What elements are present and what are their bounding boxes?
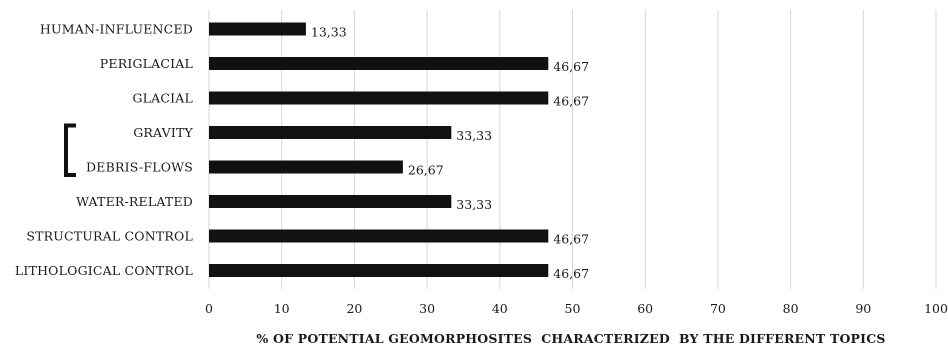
x-tick-label: 90	[855, 301, 871, 316]
value-label: 13,33	[311, 25, 347, 40]
value-label: 26,67	[408, 163, 444, 178]
value-label: 46,67	[553, 59, 589, 74]
category-label: GLACIAL	[132, 91, 193, 106]
bar-human-influenced	[209, 22, 306, 36]
x-axis-title: % OF POTENTIAL GEOMORPHOSITES CHARACTERI…	[256, 331, 885, 346]
category-label: PERIGLACIAL	[100, 56, 193, 71]
group-brackets	[64, 123, 76, 177]
x-tick-label: 20	[346, 301, 362, 316]
bar-periglacial	[209, 57, 549, 70]
x-tick-labels: 0 10 20 30 40 50 60 70 80 90 100	[205, 301, 948, 316]
bar-lithological-control	[209, 264, 549, 277]
bars	[209, 22, 549, 277]
category-label: GRAVITY	[133, 125, 193, 140]
grid-lines	[208, 10, 937, 289]
x-tick-label: 100	[924, 301, 948, 316]
bar-water-related	[209, 195, 452, 208]
x-tick-label: 70	[710, 301, 726, 316]
value-label: 46,67	[553, 94, 589, 109]
category-label: WATER-RELATED	[76, 194, 193, 209]
category-label: LITHOLOGICAL CONTROL	[15, 263, 193, 278]
x-tick-label: 50	[565, 301, 581, 316]
bar-gravity	[209, 126, 452, 139]
category-labels: HUMAN-INFLUENCED PERIGLACIAL GLACIAL GRAVIT…	[15, 22, 193, 279]
category-label: DEBRIS-FLOWS	[86, 160, 193, 175]
category-label: STRUCTURAL CONTROL	[26, 229, 193, 244]
x-tick-label: 40	[492, 301, 508, 316]
x-tick-label: 80	[783, 301, 799, 316]
x-tick-label: 0	[205, 301, 213, 316]
x-tick-label: 30	[419, 301, 435, 316]
value-label: 46,67	[553, 232, 589, 247]
x-tick-label: 60	[637, 301, 653, 316]
category-label: HUMAN-INFLUENCED	[40, 22, 193, 37]
bar-structural-control	[209, 229, 549, 243]
x-tick-label: 10	[274, 301, 290, 316]
group-bracket	[64, 123, 76, 177]
bar-debris-flows	[209, 160, 403, 174]
value-labels: 13,33 46,67 46,67 33,33 26,67 33,33 46,67 46,67	[311, 25, 589, 282]
value-label: 33,33	[456, 197, 492, 212]
value-label: 33,33	[456, 128, 492, 143]
bar-glacial	[209, 91, 549, 105]
value-label: 46,67	[553, 266, 589, 281]
